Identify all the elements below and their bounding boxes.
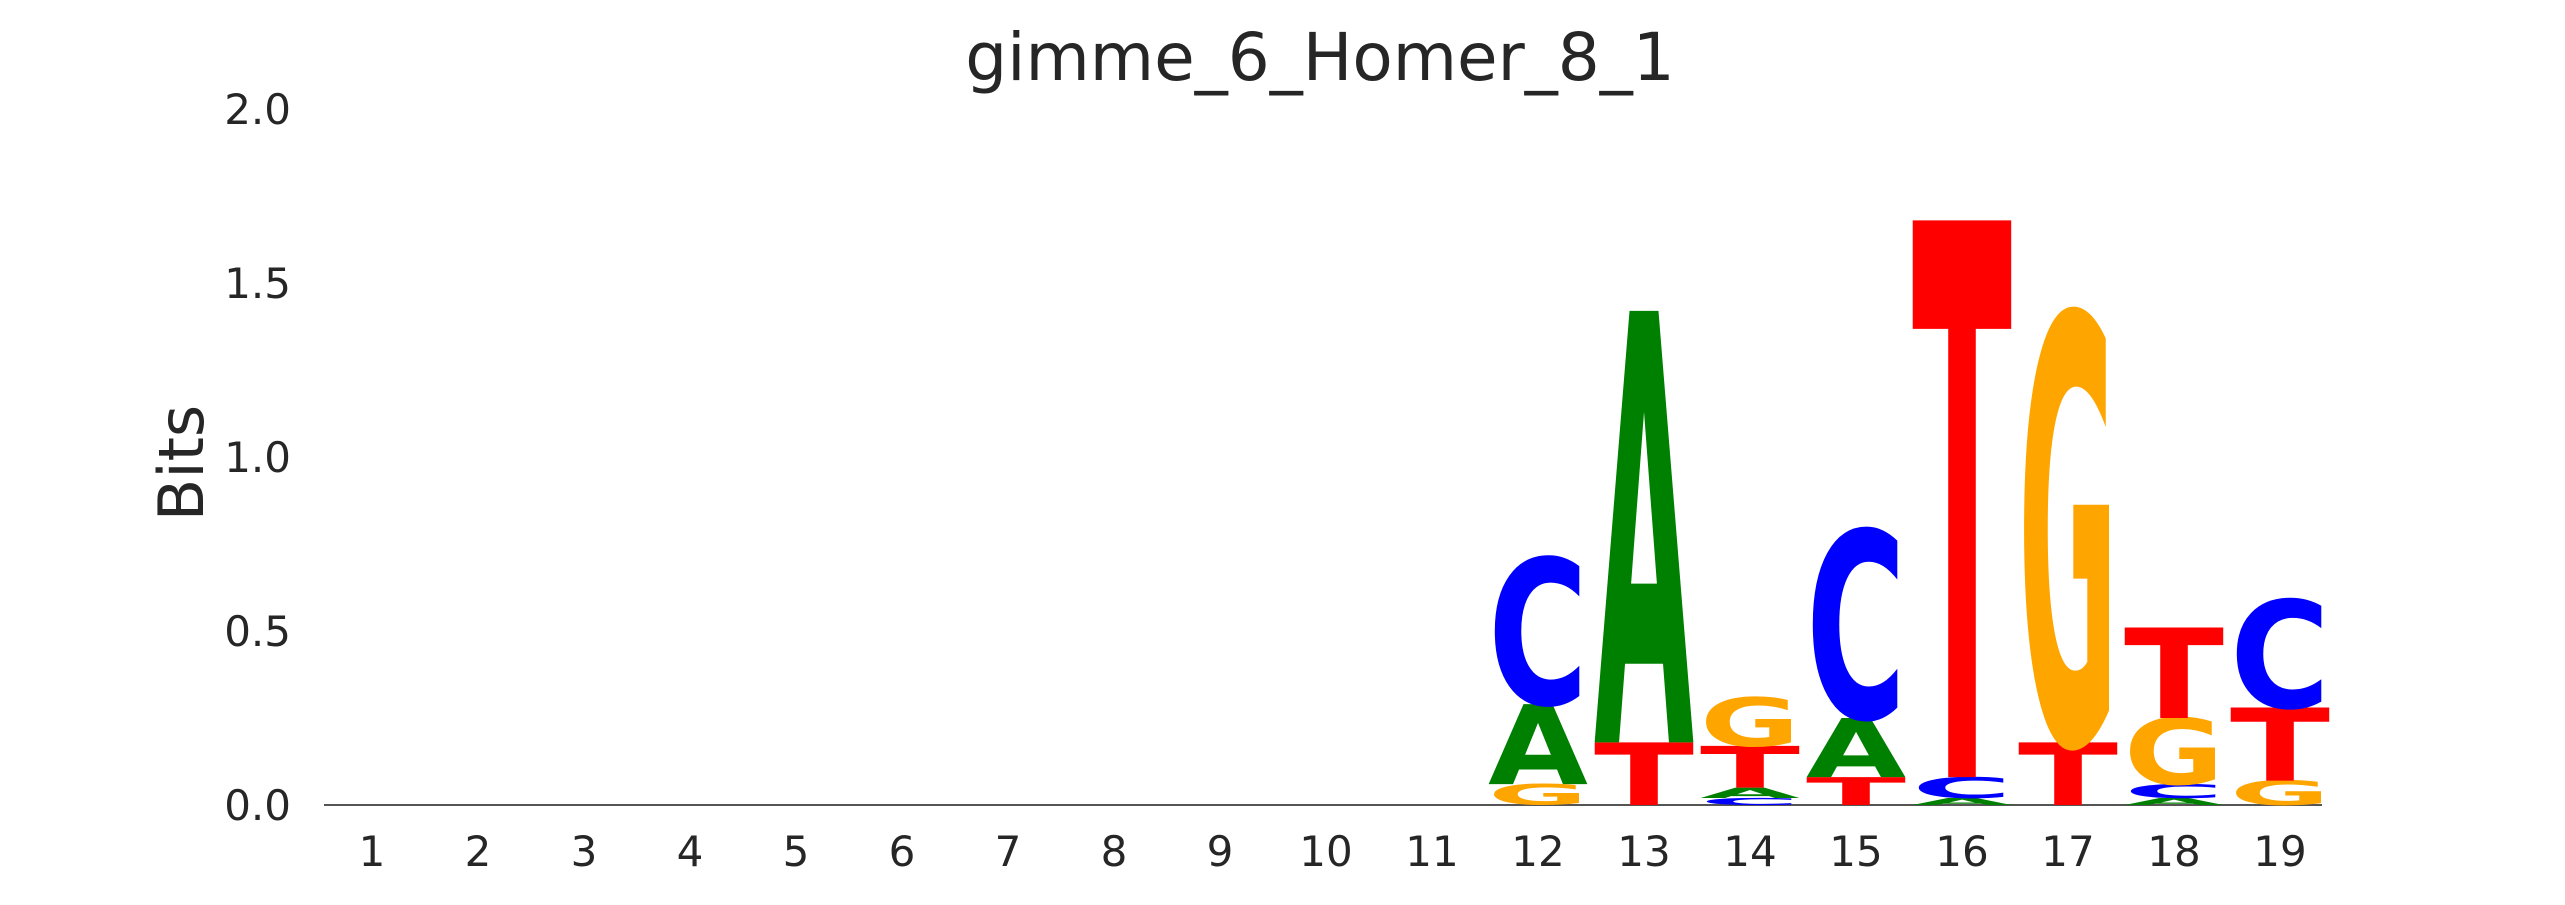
logo-letter-a: A bbox=[1488, 683, 1588, 810]
logo-letter-t: T bbox=[1912, 69, 2013, 900]
y-tick-label: 0.5 bbox=[224, 607, 291, 656]
y-tick-labels: 0.0 0.5 1.0 1.5 2.0 bbox=[224, 85, 291, 830]
x-tick-label: 9 bbox=[1207, 827, 1234, 876]
x-tick-label: 10 bbox=[1299, 827, 1352, 876]
x-tick-label: 12 bbox=[1511, 827, 1564, 876]
logo-letter-a: A bbox=[1806, 703, 1906, 797]
x-tick-label: 6 bbox=[889, 827, 916, 876]
y-tick-label: 0.0 bbox=[224, 781, 291, 830]
logo-letter-t: T bbox=[1700, 735, 1800, 801]
x-tick-label: 16 bbox=[1935, 827, 1988, 876]
y-tick-label: 1.0 bbox=[224, 433, 291, 482]
logo-letter-c: C bbox=[2124, 780, 2224, 802]
x-tick-label: 18 bbox=[2147, 827, 2200, 876]
logo-letter-g: G bbox=[1488, 778, 1588, 811]
logo-letter-t: T bbox=[2124, 604, 2224, 748]
logo-letter-c: C bbox=[1488, 519, 1588, 752]
logo-letter-g: G bbox=[1700, 685, 1800, 763]
x-tick-label: 19 bbox=[2253, 827, 2306, 876]
logo-letter-t: T bbox=[1806, 770, 1906, 814]
x-tick-label: 14 bbox=[1723, 827, 1776, 876]
logo-letter-c: C bbox=[1806, 479, 1906, 779]
y-tick-label: 1.5 bbox=[224, 259, 291, 308]
logo-letter-a: A bbox=[1700, 785, 1800, 802]
x-tick-label: 5 bbox=[783, 827, 810, 876]
y-tick-label: 2.0 bbox=[224, 85, 291, 134]
x-tick-label: 11 bbox=[1405, 827, 1458, 876]
x-tick-label: 8 bbox=[1101, 827, 1128, 876]
logo-letter-t: T bbox=[2230, 687, 2330, 804]
x-tick-label: 1 bbox=[359, 827, 386, 876]
x-tick-label: 17 bbox=[2041, 827, 2094, 876]
x-tick-label: 13 bbox=[1617, 827, 1670, 876]
y-axis-label: Bits bbox=[145, 405, 218, 521]
x-tick-label: 2 bbox=[465, 827, 492, 876]
logo-letter-c: C bbox=[1700, 796, 1800, 807]
logo-letter-a: A bbox=[1594, 194, 1695, 883]
logo-letter-g: G bbox=[2124, 701, 2224, 807]
x-tick-label: 7 bbox=[995, 827, 1022, 876]
chart-title: gimme_6_Homer_8_1 bbox=[965, 19, 1674, 96]
logo-letter-g: G bbox=[2230, 774, 2330, 813]
logo-letter-a: A bbox=[2124, 796, 2224, 807]
x-tick-labels: 1 2 3 4 5 6 7 8 9 10 11 12 13 14 15 16 17 18 19 bbox=[359, 827, 2307, 876]
logo-letter-a: A bbox=[1912, 796, 2012, 807]
logo-letter-t: T bbox=[1594, 726, 1694, 826]
x-tick-label: 15 bbox=[1829, 827, 1882, 876]
x-tick-label: 4 bbox=[677, 827, 704, 876]
logo-letter-t: T bbox=[2018, 726, 2118, 826]
logo-letter-c: C bbox=[2230, 570, 2330, 743]
logo-letter-g: G bbox=[2018, 198, 2118, 882]
logo-letter-c: C bbox=[1912, 772, 2012, 805]
x-tick-label: 3 bbox=[571, 827, 598, 876]
